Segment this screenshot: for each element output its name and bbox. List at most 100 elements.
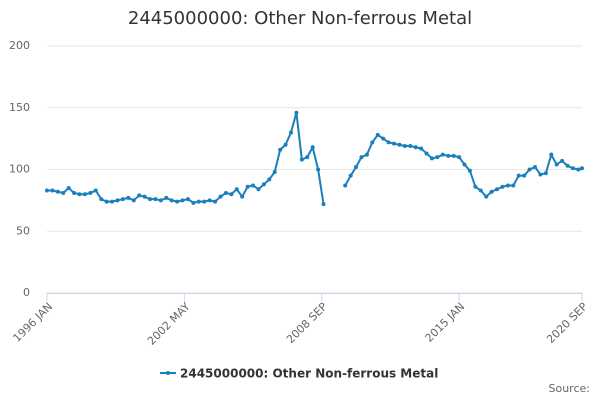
point xyxy=(478,188,483,193)
point xyxy=(218,194,223,199)
point xyxy=(429,156,434,161)
point xyxy=(554,162,559,167)
point xyxy=(272,169,277,174)
point xyxy=(131,198,136,203)
point xyxy=(267,177,272,182)
point xyxy=(381,136,386,141)
point xyxy=(348,173,353,178)
point xyxy=(343,183,348,188)
point xyxy=(223,190,228,195)
point xyxy=(110,199,115,204)
point xyxy=(413,145,418,150)
y-tick-label: 50 xyxy=(16,224,30,237)
point xyxy=(402,144,407,149)
point xyxy=(115,198,120,203)
point xyxy=(169,198,174,203)
point xyxy=(191,200,196,205)
point xyxy=(251,183,256,188)
chart-title: 2445000000: Other Non-ferrous Metal xyxy=(128,8,472,29)
point xyxy=(213,199,218,204)
point xyxy=(66,186,71,191)
point xyxy=(543,171,548,176)
point xyxy=(576,167,581,172)
point xyxy=(565,163,570,168)
y-tick-label: 100 xyxy=(9,163,30,176)
x-tick-label: 2020 SEP xyxy=(544,300,590,346)
point xyxy=(158,198,163,203)
legend-label: 2445000000: Other Non-ferrous Metal xyxy=(180,367,438,381)
point xyxy=(72,190,77,195)
point xyxy=(196,199,201,204)
point xyxy=(207,198,212,203)
point xyxy=(180,198,185,203)
point xyxy=(484,194,489,199)
point xyxy=(289,130,294,135)
point xyxy=(364,152,369,157)
point xyxy=(354,165,359,170)
point xyxy=(88,190,93,195)
point xyxy=(310,145,315,150)
point xyxy=(533,165,538,170)
source: Source: xyxy=(549,382,591,395)
point xyxy=(234,187,239,192)
point xyxy=(77,192,82,197)
point xyxy=(500,184,505,189)
point xyxy=(473,184,478,189)
point xyxy=(50,188,55,193)
point xyxy=(175,199,180,204)
point xyxy=(299,157,304,162)
point xyxy=(457,155,462,160)
point xyxy=(82,192,87,197)
point xyxy=(137,193,142,198)
point xyxy=(99,197,104,202)
point xyxy=(164,195,169,200)
point xyxy=(435,155,440,160)
point xyxy=(549,152,554,157)
point xyxy=(511,183,516,188)
point xyxy=(370,140,375,145)
x-tick-label: 2002 MAY xyxy=(145,300,193,348)
point xyxy=(386,140,391,145)
y-tick-label: 150 xyxy=(9,101,30,114)
point xyxy=(489,189,494,194)
point xyxy=(527,167,532,172)
point xyxy=(126,195,131,200)
point xyxy=(245,184,250,189)
point xyxy=(570,166,575,171)
point xyxy=(55,189,60,194)
point xyxy=(451,153,456,158)
point xyxy=(202,199,207,204)
y-tick-label: 200 xyxy=(9,39,30,52)
point xyxy=(278,147,283,152)
y-tick-label: 0 xyxy=(23,286,30,299)
point xyxy=(516,173,521,178)
point xyxy=(560,158,565,163)
point xyxy=(142,194,147,199)
line xyxy=(47,112,583,205)
point xyxy=(580,166,584,171)
point xyxy=(185,197,190,202)
point xyxy=(522,173,527,178)
point xyxy=(93,188,98,193)
point xyxy=(505,183,510,188)
point xyxy=(419,146,424,151)
x-tick-label: 2015 JAN xyxy=(423,300,468,345)
point xyxy=(408,144,413,149)
point xyxy=(104,199,109,204)
point xyxy=(261,182,266,187)
point xyxy=(120,197,125,202)
point xyxy=(397,142,402,147)
point xyxy=(148,197,153,202)
point xyxy=(495,187,500,192)
point xyxy=(462,162,467,167)
point xyxy=(283,142,288,147)
point xyxy=(440,152,445,157)
point xyxy=(375,132,380,137)
point xyxy=(294,110,299,115)
point xyxy=(229,192,234,197)
point xyxy=(240,194,245,199)
point xyxy=(538,172,543,177)
point xyxy=(45,188,49,193)
point xyxy=(321,202,326,207)
